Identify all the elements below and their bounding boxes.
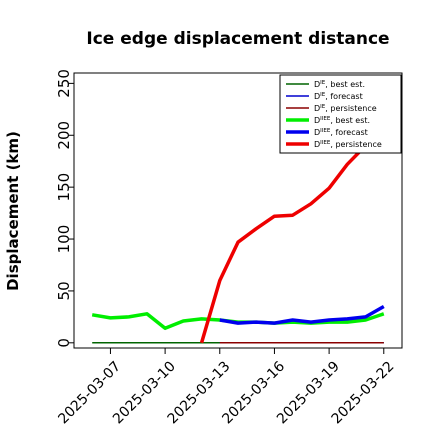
legend-entry: DIE, forecast (314, 92, 363, 101)
legend-entry-main: D (314, 116, 320, 125)
legend-entry-sup: IE (320, 104, 326, 110)
series-layer (91, 144, 385, 344)
legend-entry-main: D (314, 128, 320, 137)
y-axis: 0 50 100 150 200 250 (55, 69, 74, 348)
y-tick-label: 250 (55, 69, 73, 98)
x-axis: 2025-03-072025-03-102025-03-132025-03-16… (55, 348, 398, 427)
legend-entry-rest: , best est. (325, 80, 365, 89)
legend-entry: DIE, persistence (314, 104, 377, 113)
legend-entry-main: D (314, 80, 320, 89)
legend-box (279, 74, 402, 154)
legend-entry: DIE, best est. (314, 80, 365, 89)
y-tick-label: 100 (55, 225, 73, 254)
legend-entry-sup: IE (320, 92, 326, 98)
legend-entry-rest: , forecast (330, 128, 367, 137)
legend-entry-sup: IIEE (320, 116, 331, 122)
legend-entry-sup: IIEE (320, 128, 331, 134)
series-line-5 (199, 144, 367, 344)
legend-entry: DIIEE, forecast (314, 128, 368, 137)
legend-entry-rest: , forecast (325, 92, 362, 101)
y-tick-label: 200 (55, 121, 73, 150)
legend-entry-sup: IIEE (320, 140, 331, 146)
legend-entry: DIIEE, best est. (314, 116, 370, 125)
legend-entry-sup: IE (320, 80, 326, 86)
legend-entry-rest: , best est. (330, 116, 370, 125)
plot-frame (73, 72, 403, 349)
y-tick-label: 150 (55, 173, 73, 202)
series-line-4 (219, 304, 385, 325)
y-tick-label: 50 (55, 281, 73, 300)
legend-entry-main: D (314, 104, 320, 113)
legend-entry-rest: , persistence (325, 104, 376, 113)
y-axis-label: Displacement (km) (4, 131, 22, 291)
legend-entry-rest: , persistence (330, 140, 381, 149)
y-tick-label: 0 (55, 338, 73, 348)
legend-entry: DIIEE, persistence (314, 140, 382, 149)
legend-entry-main: D (314, 140, 320, 149)
legend-entry-main: D (314, 92, 320, 101)
chart-title: Ice edge displacement distance (86, 29, 389, 49)
